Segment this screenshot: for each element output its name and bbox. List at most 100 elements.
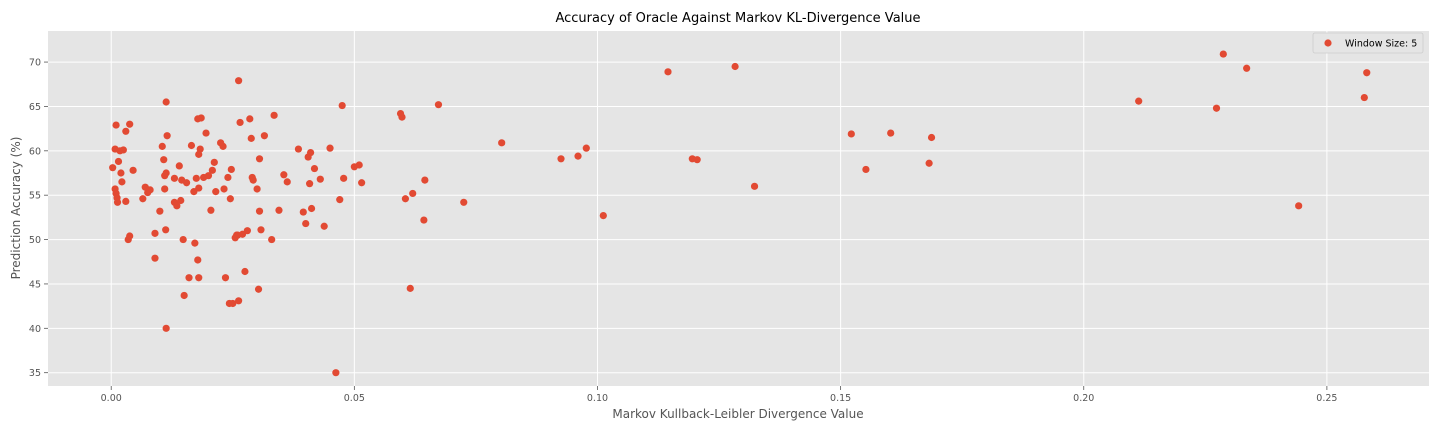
data-point xyxy=(191,239,199,247)
data-point xyxy=(275,206,283,214)
y-tick-label: 50 xyxy=(29,235,41,246)
data-point xyxy=(302,219,310,228)
x-axis-label: Markov Kullback-Leibler Divergence Value xyxy=(612,407,863,421)
data-point xyxy=(249,176,257,184)
chart-title: Accuracy of Oracle Against Markov KL-Div… xyxy=(555,11,920,26)
data-point xyxy=(162,226,170,234)
data-point xyxy=(574,152,582,160)
data-point xyxy=(221,274,230,282)
data-point xyxy=(664,68,672,76)
data-point xyxy=(434,101,443,109)
data-point xyxy=(151,254,159,262)
legend: Window Size: 5 xyxy=(1312,32,1424,54)
data-point xyxy=(139,195,147,203)
data-point xyxy=(336,196,344,204)
plot-background xyxy=(48,31,1429,386)
data-point xyxy=(1363,69,1371,77)
data-point xyxy=(1295,202,1303,210)
data-point xyxy=(310,164,319,173)
y-tick-label: 60 xyxy=(29,146,41,157)
data-point xyxy=(409,189,417,198)
data-point xyxy=(126,120,134,128)
data-point xyxy=(320,222,328,230)
data-point xyxy=(243,227,251,235)
x-tick-label: 0.20 xyxy=(1073,393,1094,404)
data-point xyxy=(210,158,218,166)
data-point xyxy=(280,171,288,179)
data-point xyxy=(109,164,117,172)
data-point xyxy=(332,369,340,377)
data-point xyxy=(226,195,234,203)
legend-marker xyxy=(1324,39,1332,47)
data-point xyxy=(195,184,203,192)
data-point xyxy=(254,285,263,293)
data-point xyxy=(599,212,607,220)
data-point xyxy=(118,178,126,186)
data-point xyxy=(241,267,249,276)
data-point xyxy=(693,156,701,164)
data-point xyxy=(224,173,232,182)
data-point xyxy=(255,207,264,215)
grid-lines xyxy=(48,31,1429,386)
data-point xyxy=(927,133,936,142)
data-point xyxy=(122,197,130,205)
data-point xyxy=(220,185,228,193)
x-tick-label: 0.05 xyxy=(344,393,365,404)
data-point xyxy=(229,299,237,308)
data-point xyxy=(182,179,191,187)
data-point xyxy=(306,180,314,188)
data-point xyxy=(340,174,348,182)
data-point xyxy=(113,198,122,206)
data-point xyxy=(208,166,216,174)
data-point xyxy=(398,113,406,121)
data-point xyxy=(401,195,410,203)
data-point xyxy=(887,129,895,137)
data-point xyxy=(316,175,324,183)
x-tick-label: 0.10 xyxy=(587,393,608,404)
data-point xyxy=(161,185,169,193)
data-point xyxy=(156,207,164,215)
data-point xyxy=(162,169,170,177)
data-point xyxy=(173,202,181,210)
data-point xyxy=(119,146,127,154)
data-point xyxy=(246,115,254,123)
data-point xyxy=(219,142,227,150)
data-point xyxy=(129,166,137,174)
data-point xyxy=(112,121,120,129)
data-point xyxy=(847,130,855,138)
data-point xyxy=(192,174,200,182)
data-point xyxy=(862,165,870,174)
legend-box xyxy=(1312,32,1424,54)
y-axis-label: Prediction Accuracy (%) xyxy=(9,137,23,280)
x-axis-ticks: 0.00 0.05 0.10 0.15 0.20 0.25 xyxy=(101,386,1337,404)
data-point xyxy=(750,182,759,190)
data-point xyxy=(247,134,255,142)
data-point xyxy=(187,141,196,150)
y-tick-label: 40 xyxy=(29,324,41,335)
data-point xyxy=(212,188,220,196)
data-point xyxy=(338,101,346,110)
data-point xyxy=(122,127,130,135)
data-point xyxy=(283,178,291,186)
data-point xyxy=(257,226,265,234)
data-point xyxy=(253,185,261,193)
x-tick-label: 0.15 xyxy=(830,393,851,404)
data-point xyxy=(227,165,235,174)
data-point xyxy=(307,204,316,213)
data-point xyxy=(1135,97,1143,105)
data-point xyxy=(163,132,171,140)
data-points xyxy=(109,50,1371,377)
data-point xyxy=(299,208,307,216)
y-tick-label: 55 xyxy=(29,191,41,202)
data-point xyxy=(236,118,244,127)
data-point xyxy=(421,176,429,184)
data-point xyxy=(197,114,205,122)
data-point xyxy=(306,148,315,157)
data-point xyxy=(179,235,187,244)
data-point xyxy=(180,291,188,300)
data-point xyxy=(114,157,123,166)
data-point xyxy=(498,139,506,147)
data-point xyxy=(1360,93,1368,102)
data-point xyxy=(126,232,134,240)
